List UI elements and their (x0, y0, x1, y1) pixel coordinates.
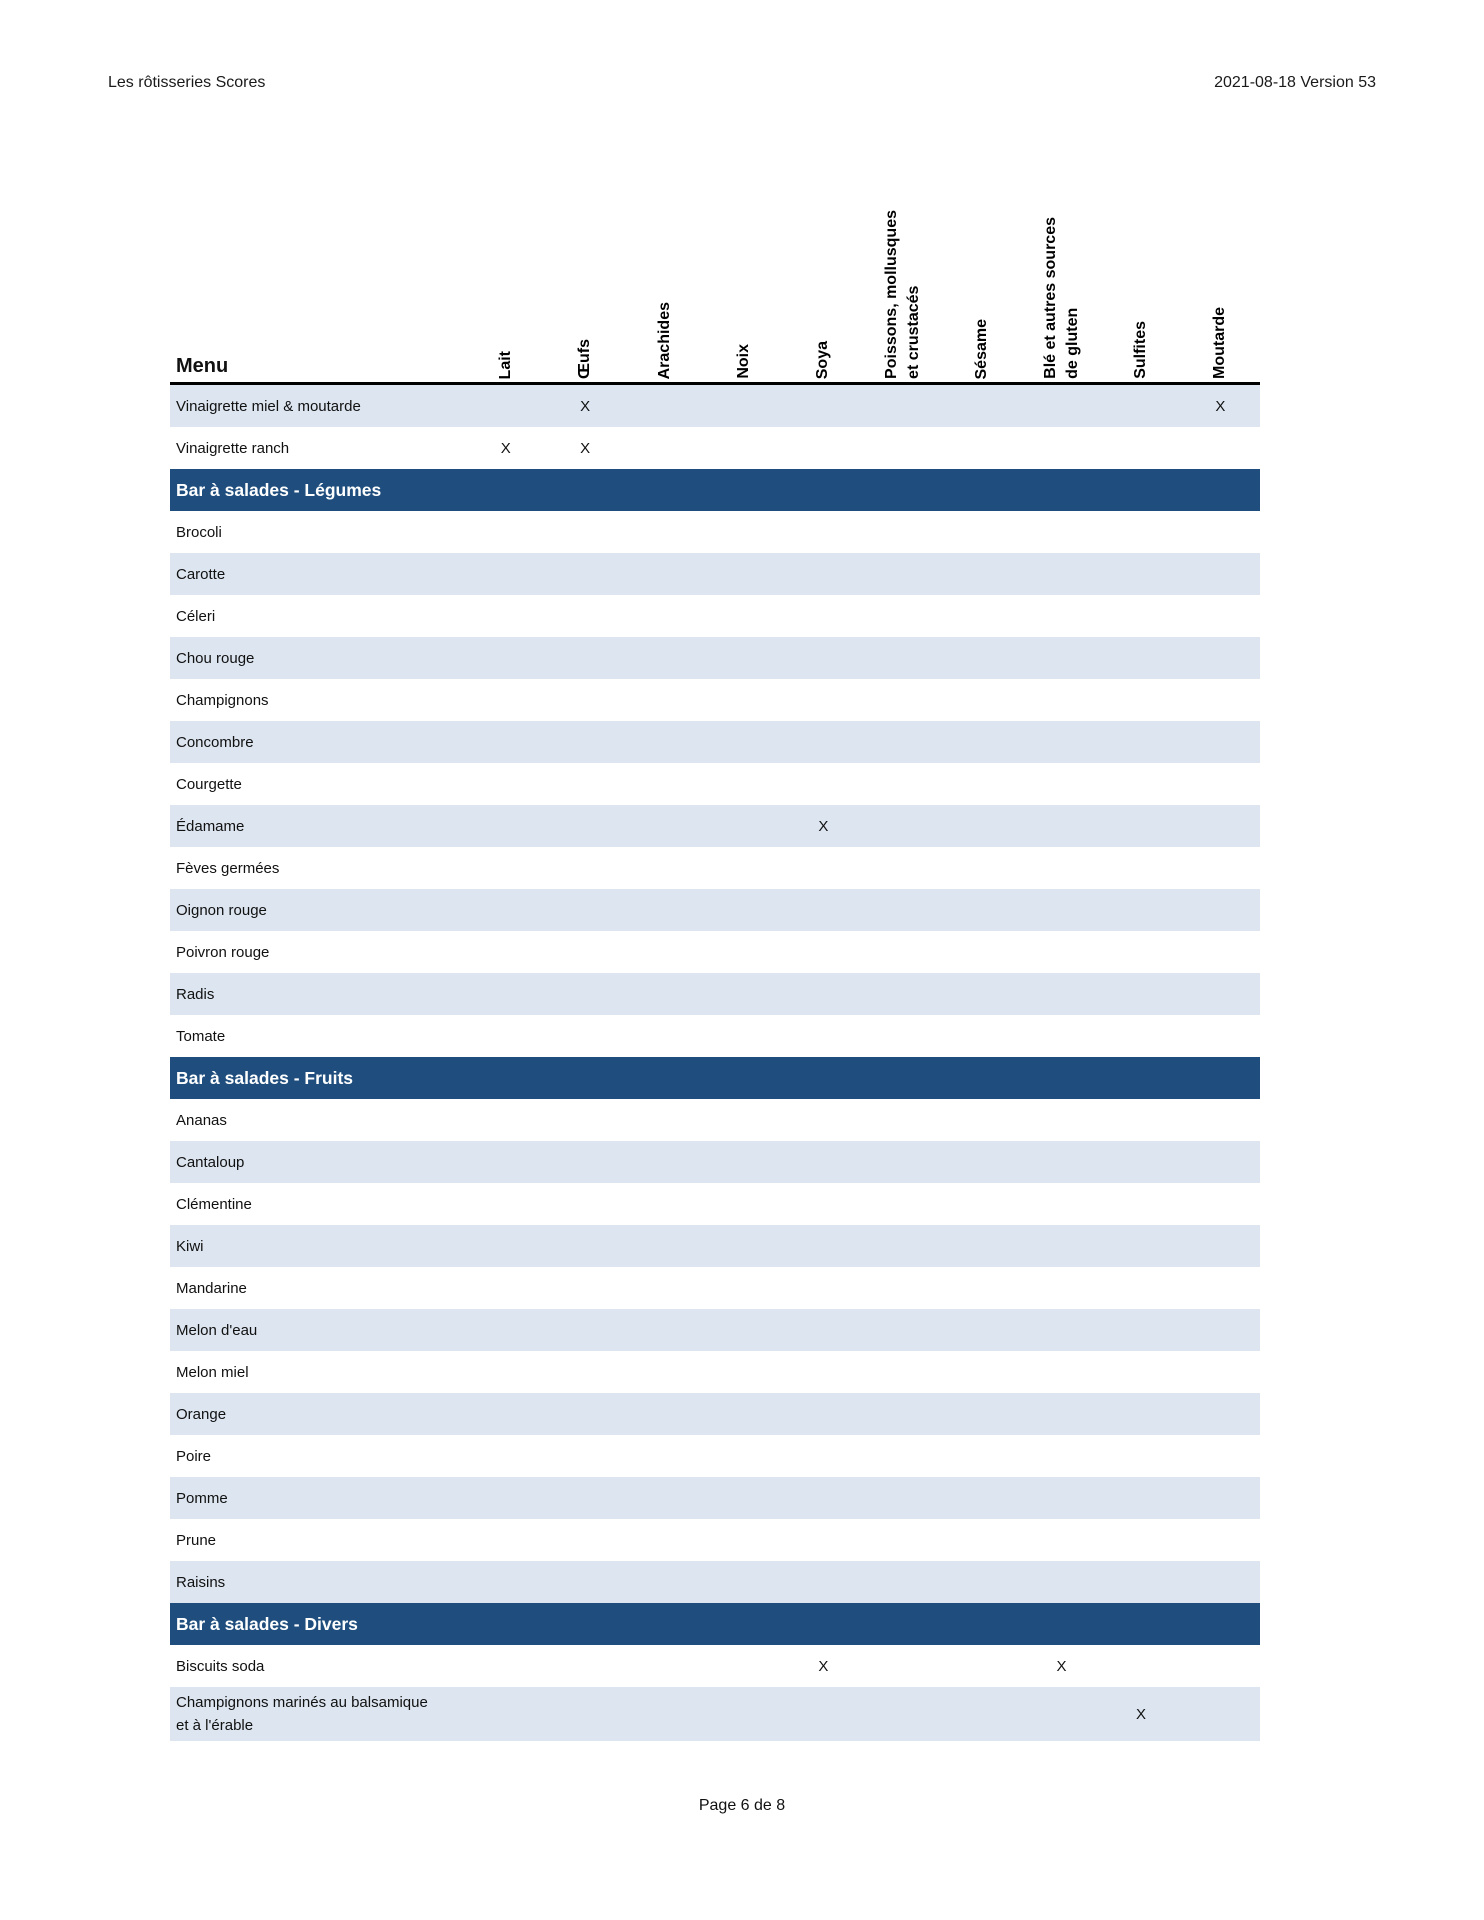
allergen-column-label: Lait (496, 350, 514, 379)
allergen-column-label: Sésame (973, 318, 991, 380)
menu-item-label: Céleri (176, 607, 216, 625)
table-row: Biscuits soda X X (170, 1645, 1260, 1687)
allergen-column-ble: Blé et autres sources de gluten (1022, 150, 1101, 382)
allergen-column-sulfites: Sulfites (1101, 150, 1180, 382)
allergen-mark-moutarde: X (1215, 397, 1226, 415)
table-row: Ananas (170, 1099, 1260, 1141)
table-row: Brocoli (170, 511, 1260, 553)
page-number: Page 6 de 8 (698, 1797, 786, 1814)
menu-item-label: Champignons marinés au balsamique et à l… (176, 1694, 428, 1734)
table-row: Concombre (170, 721, 1260, 763)
menu-item-label: Kiwi (176, 1237, 204, 1255)
allergen-column-sesame: Sésame (942, 150, 1021, 382)
allergen-column-lait: Lait (466, 150, 545, 382)
allergen-mark-oeufs: X (580, 439, 591, 457)
section-header-row: Bar à salades - Légumes (170, 469, 1260, 511)
menu-item-label: Vinaigrette miel & moutarde (176, 397, 361, 415)
menu-item-label: Melon d'eau (176, 1321, 258, 1339)
menu-item-label: Brocoli (176, 523, 222, 541)
menu-item-label: Clémentine (176, 1195, 252, 1213)
menu-item-label: Biscuits soda (176, 1657, 265, 1675)
allergen-mark-sulfites: X (1135, 1705, 1146, 1723)
menu-item-label: Carotte (176, 565, 226, 583)
table-row: Kiwi (170, 1225, 1260, 1267)
table-body: Vinaigrette miel & moutarde X X Vinaigrette… (170, 385, 1260, 1741)
menu-item-label: Courgette (176, 775, 242, 793)
table-row: Tomate (170, 1015, 1260, 1057)
document-title: Les rôtisseries Scores (108, 74, 266, 91)
allergen-mark-soya: X (818, 817, 829, 835)
section-header-row: Bar à salades - Divers (170, 1603, 1260, 1645)
table-row: Édamame X (170, 805, 1260, 847)
menu-item-label: Mandarine (176, 1279, 247, 1297)
menu-item-label: Oignon rouge (176, 901, 267, 919)
table-row: Oignon rouge (170, 889, 1260, 931)
allergen-mark-lait: X (500, 439, 511, 457)
menu-item-label: Prune (176, 1531, 217, 1549)
allergen-column-noix: Noix (704, 150, 783, 382)
allergen-column-soya: Soya (784, 150, 863, 382)
table-row: Vinaigrette ranch X X (170, 427, 1260, 469)
table-row: Fèves germées (170, 847, 1260, 889)
allergen-column-label: Soya (814, 340, 832, 379)
menu-item-label: Chou rouge (176, 649, 255, 667)
table-row: Poire (170, 1435, 1260, 1477)
table-row: Vinaigrette miel & moutarde X X (170, 385, 1260, 427)
menu-item-label: Tomate (176, 1027, 226, 1045)
table-row: Cantaloup (170, 1141, 1260, 1183)
allergen-column-label: Sulfites (1131, 321, 1149, 379)
allergen-column-label: Poissons, mollusques et crustacés (882, 210, 922, 379)
menu-item-label: Vinaigrette ranch (176, 439, 290, 457)
table-row: Orange (170, 1393, 1260, 1435)
table-row: Carotte (170, 553, 1260, 595)
table-row: Raisins (170, 1561, 1260, 1603)
menu-item-label: Raisins (176, 1573, 226, 1591)
allergen-column-label: Œufs (576, 339, 594, 379)
table-row: Champignons marinés au balsamique et à l… (170, 1687, 1260, 1741)
allergen-column-moutarde: Moutarde (1181, 150, 1260, 382)
table-row: Poivron rouge (170, 931, 1260, 973)
allergen-column-arachides: Arachides (625, 150, 704, 382)
menu-item-label: Cantaloup (176, 1153, 245, 1171)
menu-item-label: Melon miel (176, 1363, 249, 1381)
table-row: Melon miel (170, 1351, 1260, 1393)
menu-item-label: Radis (176, 985, 215, 1003)
table-row: Mandarine (170, 1267, 1260, 1309)
section-header-row: Bar à salades - Fruits (170, 1057, 1260, 1099)
table-row: Céleri (170, 595, 1260, 637)
menu-item-label: Ananas (176, 1111, 227, 1129)
allergen-column-label: Noix (734, 344, 752, 379)
column-header-row: Menu Lait Œufs Arachides Noix Soya Poissons, … (170, 150, 1260, 385)
menu-item-label: Champignons (176, 691, 269, 709)
menu-item-label: Poivron rouge (176, 943, 270, 961)
menu-item-label: Pomme (176, 1489, 228, 1507)
table-row: Champignons (170, 679, 1260, 721)
menu-item-label: Concombre (176, 733, 254, 751)
table-row: Prune (170, 1519, 1260, 1561)
document-version: 2021-08-18 Version 53 (1214, 74, 1376, 91)
table-row: Courgette (170, 763, 1260, 805)
allergen-mark-soya: X (818, 1657, 829, 1675)
menu-item-label: Édamame (176, 817, 245, 835)
allergen-table: Menu Lait Œufs Arachides Noix Soya Poissons, … (170, 150, 1260, 1741)
table-row: Chou rouge (170, 637, 1260, 679)
allergen-column-poissons: Poissons, mollusques et crustacés (863, 150, 942, 382)
allergen-mark-oeufs: X (580, 397, 591, 415)
menu-item-label: Poire (176, 1447, 212, 1465)
allergen-column-label: Moutarde (1211, 307, 1229, 379)
allergen-mark-ble: X (1056, 1657, 1067, 1675)
table-row: Melon d'eau (170, 1309, 1260, 1351)
menu-item-label: Orange (176, 1405, 227, 1423)
allergen-column-oeufs: Œufs (545, 150, 624, 382)
page-header: Les rôtisseries Scores 2021-08-18 Versio… (108, 74, 1376, 92)
allergen-column-label: Blé et autres sources de gluten (1041, 217, 1081, 379)
allergen-column-label: Arachides (655, 301, 673, 379)
table-row: Clémentine (170, 1183, 1260, 1225)
table-row: Radis (170, 973, 1260, 1015)
menu-column-header: Menu (176, 355, 229, 377)
table-row: Pomme (170, 1477, 1260, 1519)
menu-item-label: Fèves germées (176, 859, 280, 877)
